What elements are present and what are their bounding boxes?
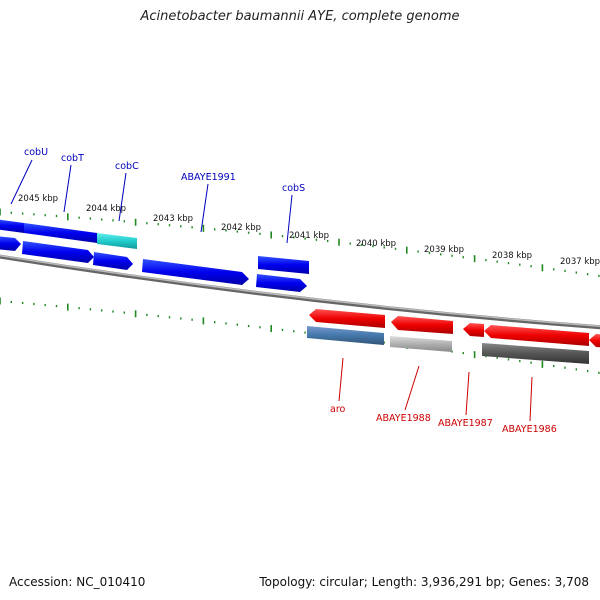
backbone — [0, 254, 600, 330]
map-title: Acinetobacter baumannii AYE, complete ge… — [140, 9, 460, 24]
gene-feature[interactable] — [484, 325, 589, 346]
gene-feature[interactable] — [307, 326, 384, 345]
gene-label-ABAYE1991[interactable]: ABAYE1991 — [181, 172, 236, 183]
genome-summary: Topology: circular; Length: 3,936,291 bp… — [259, 575, 589, 589]
gene-label-ABAYE1987[interactable]: ABAYE1987 — [438, 418, 493, 429]
tick-track-upper — [0, 208, 600, 277]
scale-label: 2042 kbp — [221, 223, 261, 233]
gene-feature[interactable] — [97, 233, 137, 249]
gene-label-ABAYE1986[interactable]: ABAYE1986 — [502, 424, 557, 435]
gene-feature[interactable] — [258, 256, 309, 274]
gene-label-cobS[interactable]: cobS — [282, 183, 305, 194]
scale-label: 2043 kbp — [153, 214, 193, 224]
gene-feature[interactable] — [391, 316, 453, 334]
gene-feature[interactable] — [463, 323, 484, 337]
scale-label: 2039 kbp — [424, 245, 464, 255]
gene-label-cobT[interactable]: cobT — [61, 153, 84, 164]
gene-feature[interactable] — [256, 274, 307, 292]
gene-feature[interactable] — [93, 252, 133, 270]
gene-feature[interactable] — [24, 223, 97, 243]
forward-strand — [0, 219, 309, 292]
reverse-strand — [307, 309, 600, 364]
gene-feature[interactable] — [309, 309, 385, 328]
gene-feature[interactable] — [22, 241, 94, 263]
scale-label: 2037 kbp — [560, 257, 600, 267]
scale-label: 2045 kbp — [18, 194, 58, 204]
scale-label: 2040 kbp — [356, 239, 396, 249]
scale-label: 2044 kbp — [86, 204, 126, 214]
scale-label: 2041 kbp — [289, 231, 329, 241]
gene-feature[interactable] — [482, 343, 589, 364]
scale-labels: 2045 kbp 2044 kbp 2043 kbp 2042 kbp 2041… — [18, 194, 600, 267]
gene-labels: cobU cobT cobC ABAYE1991 cobS aro ABAYE1… — [24, 147, 557, 435]
gene-label-aro[interactable]: aro — [330, 404, 346, 415]
gene-label-cobU[interactable]: cobU — [24, 147, 48, 158]
gene-feature[interactable] — [589, 334, 600, 348]
accession-text: Accession: NC_010410 — [9, 575, 146, 589]
gene-label-cobC[interactable]: cobC — [115, 161, 139, 172]
gene-feature[interactable] — [390, 336, 452, 352]
gene-feature[interactable] — [142, 259, 249, 285]
gene-label-ABAYE1988[interactable]: ABAYE1988 — [376, 413, 431, 424]
label-connectors — [10, 159, 533, 422]
gene-feature[interactable] — [0, 219, 24, 233]
gene-feature[interactable] — [0, 236, 21, 251]
scale-label: 2038 kbp — [492, 251, 532, 261]
